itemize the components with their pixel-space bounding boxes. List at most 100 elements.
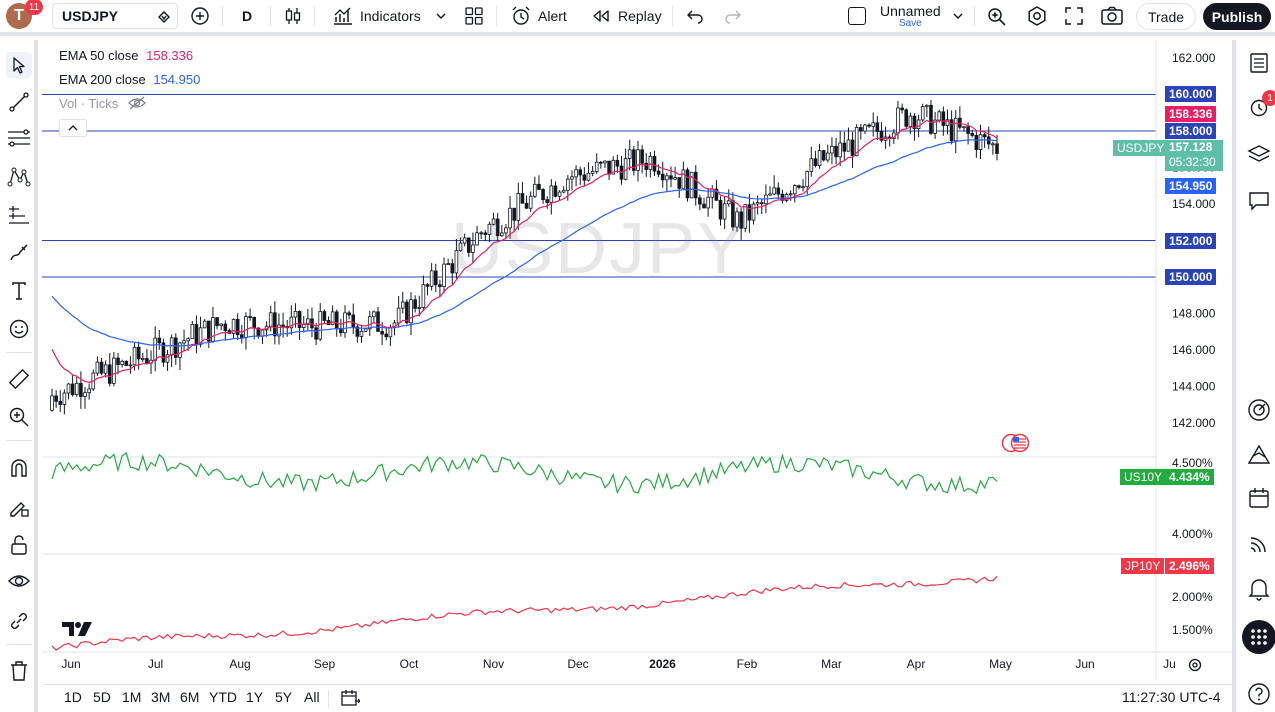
us10y-value-tag: 4.434%: [1165, 469, 1214, 485]
level-152-tag[interactable]: 152.000: [1165, 233, 1217, 249]
trend-line-tool[interactable]: [6, 89, 32, 115]
fullscreen-button[interactable]: [1064, 0, 1084, 32]
range-button-5y[interactable]: 5Y: [275, 689, 293, 705]
level-150-tag[interactable]: 150.000: [1165, 269, 1217, 285]
candle-body: [70, 383, 75, 395]
redo-button[interactable]: [724, 0, 742, 32]
price-chart[interactable]: 162.000156.000154.000148.000146.000144.0…: [42, 40, 1232, 680]
object-tree-button[interactable]: [1245, 141, 1273, 169]
time-axis-settings[interactable]: [1187, 657, 1203, 678]
lock-drawings-tool[interactable]: [6, 532, 32, 558]
forecast-tool[interactable]: [6, 202, 32, 228]
remove-drawings-tool[interactable]: [6, 658, 32, 684]
events-icon[interactable]: [996, 433, 1034, 453]
trade-button[interactable]: Trade: [1136, 3, 1196, 30]
clock[interactable]: 11:27:30 UTC-4: [1122, 689, 1221, 705]
collapse-legend-button[interactable]: [59, 119, 87, 137]
time-axis[interactable]: Jun Jul Aug Sep Oct Nov Dec 2026 Feb Mar Apr May Jun…: [61, 657, 1176, 671]
candle-body: [433, 270, 438, 286]
eye-hidden-icon[interactable]: [128, 96, 146, 110]
magnet-tool[interactable]: [6, 456, 32, 482]
sync-drawings-tool[interactable]: [6, 608, 32, 634]
settings-button[interactable]: [1026, 0, 1048, 32]
range-button-ytd[interactable]: YTD: [209, 689, 237, 705]
range-button-all[interactable]: All: [304, 689, 320, 705]
candle-body: [739, 211, 743, 229]
ema200-value: 154.950: [153, 72, 201, 87]
range-button-6m[interactable]: 6M: [180, 689, 200, 705]
candle-body: [673, 177, 677, 180]
drawing-toolbar: [0, 40, 38, 712]
help-button[interactable]: [1245, 680, 1273, 708]
candle-body: [330, 311, 335, 326]
calendar-button[interactable]: [1245, 484, 1273, 512]
level-158-tag[interactable]: 158.000: [1165, 123, 1217, 139]
snapshot-button[interactable]: [1100, 0, 1124, 32]
chat-button[interactable]: [1245, 187, 1273, 215]
alert-button[interactable]: Alert: [510, 0, 567, 32]
news-button[interactable]: [1245, 530, 1273, 558]
layout-menu-button[interactable]: [952, 0, 964, 32]
notifications-button[interactable]: [1245, 575, 1273, 603]
undo-button[interactable]: [686, 0, 704, 32]
gauge-icon: [1248, 399, 1270, 421]
ema50-legend[interactable]: EMA 50 close 158.336: [59, 48, 193, 63]
price-axis-label: 154.000: [1172, 197, 1216, 211]
candle-body: [578, 169, 583, 176]
range-button-3m[interactable]: 3M: [151, 689, 171, 705]
zoom-tool[interactable]: [6, 404, 32, 430]
brush-tool[interactable]: [6, 240, 32, 266]
range-button-1y[interactable]: 1Y: [246, 689, 264, 705]
candle-body: [838, 142, 842, 158]
templates-button[interactable]: [464, 0, 484, 32]
price-axis-label: 148.000: [1172, 307, 1216, 321]
candle-body: [801, 186, 805, 189]
indicators-button[interactable]: Indicators: [332, 0, 447, 32]
time-axis-label: Dec: [567, 657, 588, 671]
hide-drawings-tool[interactable]: [6, 568, 32, 594]
range-button-1d[interactable]: 1D: [64, 689, 82, 705]
date-range-button[interactable]: [340, 689, 361, 710]
level-160-tag[interactable]: 160.000: [1165, 86, 1217, 102]
technicals-button[interactable]: [1245, 396, 1273, 424]
yield-axis-label: 2.000%: [1172, 590, 1213, 604]
volume-legend[interactable]: Vol · Ticks: [59, 96, 146, 111]
add-symbol-button[interactable]: [190, 0, 210, 32]
watchlist-icon: [1250, 53, 1268, 73]
layout-name-button[interactable]: Unnamed Save: [880, 0, 941, 32]
ema200-legend[interactable]: EMA 200 close 154.950: [59, 72, 200, 87]
emoji-tool[interactable]: [6, 316, 32, 342]
chart-type-button[interactable]: [284, 0, 302, 32]
price-axis[interactable]: 162.000156.000154.000148.000146.000144.0…: [1172, 51, 1216, 637]
publish-button[interactable]: Publish: [1203, 3, 1271, 30]
tv-logo-icon: [62, 622, 92, 636]
fib-tool[interactable]: [6, 126, 32, 152]
candle-body: [846, 139, 851, 152]
candle-body: [640, 149, 644, 164]
range-button-1m[interactable]: 1M: [122, 689, 142, 705]
text-tool[interactable]: [6, 278, 32, 304]
alerts-button[interactable]: 1: [1245, 90, 1275, 121]
watchlist-button[interactable]: [1245, 49, 1273, 77]
products-button[interactable]: [1242, 620, 1275, 654]
range-button-5d[interactable]: 5D: [93, 689, 111, 705]
pattern-tool[interactable]: [6, 164, 32, 190]
replay-button[interactable]: Replay: [592, 0, 662, 32]
measure-tool[interactable]: [6, 366, 32, 392]
interval-button[interactable]: D: [242, 8, 253, 24]
candle-body: [933, 119, 937, 134]
candle-body: [545, 199, 549, 203]
yield-axis-label: 1.500%: [1172, 623, 1213, 637]
layout-checkbox[interactable]: [848, 0, 866, 32]
avatar[interactable]: T 11: [6, 0, 43, 32]
ideas-button[interactable]: [1245, 440, 1273, 468]
stay-drawing-tool[interactable]: [6, 494, 32, 520]
candle-body: [566, 178, 570, 191]
bar-countdown: 05:32:30: [1169, 155, 1216, 169]
chart-pane[interactable]: 162.000156.000154.000148.000146.000144.0…: [42, 40, 1232, 680]
cursor-tool[interactable]: [6, 52, 32, 78]
candle-body: [207, 320, 211, 342]
candle-body: [982, 134, 987, 138]
symbol-search[interactable]: USDJPY: [52, 3, 178, 29]
quick-search-button[interactable]: [986, 0, 1008, 32]
